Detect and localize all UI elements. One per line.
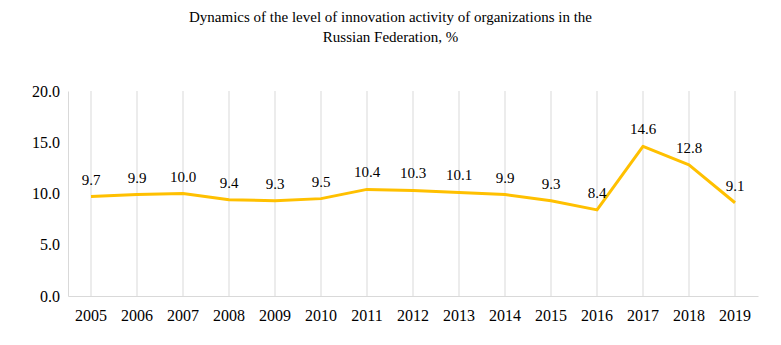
y-tick-label: 0.0 — [40, 288, 60, 305]
data-label: 14.6 — [630, 121, 657, 137]
data-label: 9.5 — [312, 174, 331, 190]
x-tick-label: 2008 — [213, 307, 245, 324]
plot-area — [91, 146, 735, 210]
x-axis: 2005 2006 2007 2008 2009 2010 2011 2012 2013 2014… — [69, 296, 759, 324]
data-label: 9.7 — [82, 172, 101, 188]
x-axis-line — [69, 296, 759, 297]
x-tick: 2011 — [351, 296, 382, 324]
x-tick-label: 2005 — [75, 307, 107, 324]
data-label: 10.3 — [400, 165, 426, 181]
data-label: 10.1 — [446, 167, 472, 183]
x-tick: 2009 — [259, 296, 291, 324]
data-label: 9.3 — [542, 176, 561, 192]
chart: Dynamics of the level of innovation acti… — [0, 0, 781, 345]
grid-line — [367, 91, 368, 296]
grid-line — [275, 91, 276, 296]
grid-line — [413, 91, 414, 296]
x-tick: 2017 — [627, 296, 659, 324]
grid-line — [229, 91, 230, 296]
x-tick: 2018 — [673, 296, 705, 324]
x-tick: 2006 — [121, 296, 153, 324]
grid-line — [91, 91, 92, 296]
x-tick-label: 2018 — [673, 307, 705, 324]
y-tick: 0.0 — [40, 288, 68, 305]
data-labels: 9.7 9.9 10.0 9.4 9.3 9.5 10.4 10.3 10.1 9.9 9.3 8.4… — [82, 121, 745, 201]
x-tick: 2010 — [305, 296, 337, 324]
x-tick: 2008 — [213, 296, 245, 324]
y-tick-label: 20.0 — [32, 83, 60, 100]
title-group: Dynamics of the level of innovation acti… — [189, 9, 592, 45]
title: Russian Federation, % — [323, 29, 458, 45]
data-label: 9.3 — [266, 176, 285, 192]
x-tick-label: 2011 — [351, 307, 382, 324]
x-tick: 2013 — [443, 296, 475, 324]
x-tick-label: 2010 — [305, 307, 337, 324]
data-label: 12.8 — [676, 140, 702, 156]
y-tick-label: 15.0 — [32, 134, 60, 151]
data-label: 10.0 — [170, 169, 196, 185]
y-tick-label: 5.0 — [40, 236, 60, 253]
x-tick: 2019 — [719, 296, 751, 324]
x-tick-label: 2019 — [719, 307, 751, 324]
y-tick: 15.0 — [32, 134, 68, 151]
x-tick-label: 2015 — [535, 307, 567, 324]
x-tick: 2007 — [167, 296, 199, 324]
data-label: 9.4 — [220, 175, 239, 191]
x-tick: 2015 — [535, 296, 567, 324]
y-tick: 20.0 — [32, 83, 68, 100]
x-tick-label: 2013 — [443, 307, 475, 324]
y-axis: 0.0 5.0 10.0 15.0 20.0 — [32, 83, 69, 305]
grid-line — [321, 91, 322, 296]
y-tick-label: 10.0 — [32, 185, 60, 202]
y-axis-line — [68, 92, 69, 297]
data-label: 9.9 — [496, 170, 515, 186]
x-tick-label: 2014 — [489, 307, 521, 324]
x-tick-label: 2009 — [259, 307, 291, 324]
x-tick-label: 2016 — [581, 307, 613, 324]
x-tick: 2016 — [581, 296, 613, 324]
x-tick-label: 2007 — [167, 307, 199, 324]
x-tick: 2012 — [397, 296, 429, 324]
grid-line — [551, 91, 552, 296]
data-label: 8.4 — [588, 185, 607, 201]
grid-line — [689, 91, 690, 296]
data-label: 9.1 — [726, 178, 745, 194]
x-tick-label: 2017 — [627, 307, 659, 324]
y-tick: 5.0 — [40, 236, 68, 253]
x-tick: 2014 — [489, 296, 521, 324]
y-tick: 10.0 — [32, 185, 68, 202]
data-label: 9.9 — [128, 170, 147, 186]
x-tick-label: 2012 — [397, 307, 429, 324]
grid — [91, 91, 735, 296]
x-tick: 2005 — [75, 296, 107, 324]
x-tick-label: 2006 — [121, 307, 153, 324]
title: Dynamics of the level of innovation acti… — [189, 9, 592, 25]
line — [91, 146, 735, 210]
data-label: 10.4 — [354, 164, 381, 180]
